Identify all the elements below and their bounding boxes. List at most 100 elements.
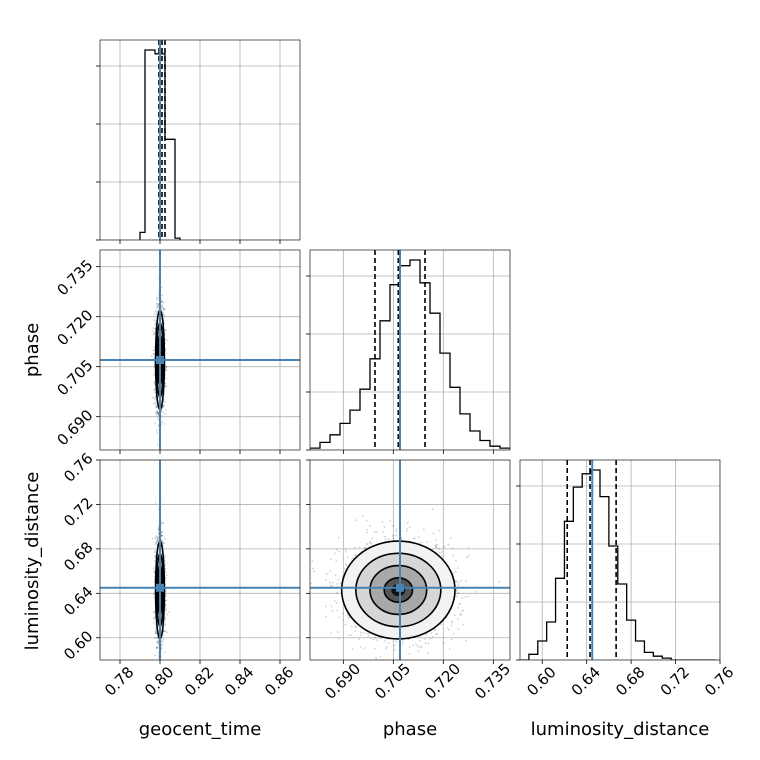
sample-point [456,589,458,592]
sample-point [154,559,156,562]
sample-point [408,653,411,655]
sample-point [353,546,356,549]
sample-point [412,644,414,647]
sample-point [156,535,158,538]
panel-luminosity-distance-vs-geocent-time: 0.78 0.80 0.82 0.84 0.860.600.640.680.720.76 [60,449,301,699]
sample-point [162,522,165,525]
sample-point [164,576,167,579]
sample-point [372,638,375,640]
sample-point [156,303,159,305]
sample-point [155,296,158,299]
sample-point [452,633,455,635]
y-tick-label: 0.735 [54,256,97,299]
sample-point [419,640,422,642]
sample-point [154,632,157,635]
sample-point [155,647,158,650]
sample-point [153,374,156,376]
sample-point [153,332,156,334]
sample-point [152,333,155,336]
sample-point [462,623,464,626]
sample-point [384,640,386,642]
sample-point [329,585,332,588]
sample-point [431,635,434,638]
sample-point [160,521,163,524]
sample-point [154,543,157,545]
sample-point [155,540,158,543]
sample-point [155,542,158,545]
sample-point [392,524,395,527]
sample-point [443,545,446,548]
sample-point [165,413,168,415]
sample-point [168,611,171,614]
sample-point [163,308,166,311]
sample-point [442,546,445,549]
sample-point [165,369,168,372]
sample-point [156,536,159,539]
sample-point [455,580,458,583]
sample-point [154,535,157,537]
sample-point [156,640,158,643]
sample-point [448,628,450,631]
sample-point [418,536,420,539]
x-tick-label: 0.82 [181,663,217,699]
sample-point [152,327,155,329]
y-tick-label: 0.720 [54,306,97,349]
sample-point [457,567,459,570]
sample-point [354,626,357,629]
sample-point [154,537,157,540]
sample-point [156,539,159,542]
truth-marker [156,356,164,364]
sample-point [156,432,159,435]
sample-point [395,640,397,643]
sample-point [415,643,418,646]
sample-point [157,641,160,644]
sample-point [154,554,157,557]
sample-point [331,609,334,612]
sample-point [393,648,396,651]
sample-point [162,308,165,311]
sample-point [164,385,167,388]
sample-point [153,616,155,619]
sample-point [374,636,377,639]
sample-point [498,580,501,583]
sample-point [156,416,159,419]
sample-point [358,546,361,549]
sample-point [161,294,164,296]
sample-point [465,580,467,582]
sample-point [162,412,165,415]
sample-point [152,567,155,570]
sample-point [343,568,346,570]
sample-point [154,629,157,631]
sample-point [162,405,164,408]
sample-point [162,542,165,545]
sample-point [161,531,164,534]
sample-point [325,573,328,576]
sample-point [155,405,158,408]
sample-point [155,314,158,317]
sample-point [164,555,167,558]
sample-point [161,300,163,303]
sample-point [350,625,353,628]
sample-point [162,634,165,636]
sample-point [337,536,340,539]
sample-point [336,609,339,612]
sample-point [162,314,165,316]
sample-point [161,411,163,413]
sample-point [419,541,422,544]
sample-point [335,602,338,604]
sample-point [155,632,158,635]
sample-point [434,544,437,546]
sample-point [155,398,157,401]
sample-point [157,539,159,542]
sample-point [157,412,159,414]
sample-point [465,556,468,559]
sample-point [389,520,392,523]
sample-point [163,315,166,318]
sample-point [153,388,156,391]
panel-plot-area [100,40,300,240]
sample-point [424,642,427,645]
sample-point [155,406,158,409]
sample-point [464,596,467,598]
sample-point [360,631,362,634]
sample-point [435,546,438,549]
